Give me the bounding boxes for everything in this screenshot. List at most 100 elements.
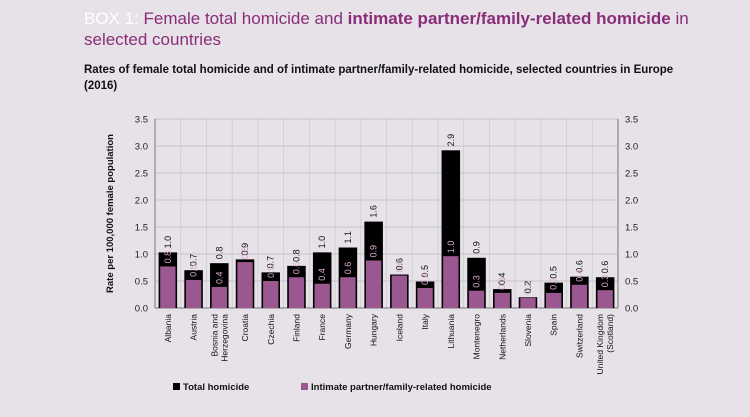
category-label: France: [317, 314, 327, 341]
box-title-part2: in selected countries: [84, 9, 689, 49]
category-label: Iceland: [394, 314, 404, 342]
data-label-total: 0.7: [266, 256, 276, 269]
bar-intimate-partner: [365, 260, 382, 308]
category-label: Bosnia and: [209, 314, 219, 357]
data-label-total: 0.6: [574, 260, 584, 273]
data-label-total: 1.0: [317, 236, 327, 249]
y-tick-label-left: 2.5: [135, 169, 148, 180]
y-tick-label-right: 1.0: [625, 250, 638, 261]
data-label-total: 0.6: [600, 261, 610, 274]
category-label: Italy: [420, 313, 430, 329]
bar-intimate-partner: [520, 297, 536, 308]
data-label-total: 1.6: [369, 205, 379, 218]
bar-intimate-partner: [340, 277, 356, 308]
data-label-intimate-partner: 0.4: [317, 268, 327, 281]
bar-intimate-partner: [211, 286, 227, 308]
category-label: Slovenia: [523, 314, 533, 347]
category-label: Spain: [549, 314, 559, 336]
data-label-intimate-partner: 1.0: [446, 241, 456, 254]
category-label: Switzerland: [574, 314, 584, 358]
data-label-total: 1.0: [163, 236, 173, 249]
data-label-intimate-partner: 0.3: [472, 275, 482, 288]
data-label-intimate-partner: 0.4: [420, 273, 430, 286]
bar-intimate-partner: [597, 290, 613, 308]
bar-intimate-partner: [288, 277, 305, 308]
data-label-intimate-partner: 0.9: [369, 245, 379, 258]
y-tick-label-left: 2.0: [135, 196, 148, 207]
data-label-intimate-partner: 0.6: [291, 262, 301, 275]
bar-intimate-partner: [546, 292, 562, 308]
category-label: (Scotland): [605, 314, 615, 353]
bar-intimate-partner: [314, 283, 330, 308]
data-label-total: 0.5: [549, 266, 559, 279]
data-label-total: 0.5: [420, 265, 430, 278]
bar-intimate-partner: [391, 275, 408, 308]
data-label-intimate-partner: 0.6: [394, 260, 404, 273]
box-title: BOX 1: Female total homicide and intimat…: [84, 8, 704, 50]
data-label-intimate-partner: 0.4: [214, 271, 224, 284]
y-tick-label-right: 0.5: [625, 277, 638, 288]
category-label: Austria: [189, 314, 199, 341]
y-tick-label-right: 2.0: [625, 196, 638, 207]
legend-swatch-total-homicide: [173, 383, 180, 390]
data-label-intimate-partner: 0.5: [189, 264, 199, 277]
category-label: Czechia: [266, 314, 276, 345]
category-label: Croatia: [240, 314, 250, 342]
y-tick-label-right: 1.5: [625, 223, 638, 234]
data-label-total: 0.4: [497, 273, 507, 286]
box-label: BOX 1:: [84, 9, 139, 28]
bar-intimate-partner: [237, 262, 253, 308]
data-label-intimate-partner: 0.8: [240, 247, 250, 260]
bar-intimate-partner: [160, 266, 176, 308]
legend-label-intimate-partner: Intimate partner/family-related homicide: [311, 382, 492, 393]
category-label: Albania: [163, 314, 173, 343]
data-label-total: 0.2: [523, 281, 533, 294]
y-tick-label-right: 2.5: [625, 169, 638, 180]
box-title-part1: Female total homicide and: [138, 9, 348, 28]
data-label-intimate-partner: 0.3: [497, 277, 507, 290]
data-label-intimate-partner: 0.8: [163, 251, 173, 264]
y-tick-label-left: 0.5: [135, 277, 148, 288]
category-label: Hungary: [369, 313, 379, 346]
data-label-intimate-partner: 0.2: [523, 282, 533, 295]
bar-intimate-partner: [263, 281, 279, 308]
data-label-intimate-partner: 0.6: [343, 262, 353, 275]
category-label: Herzegovina: [219, 314, 229, 362]
legend-swatch-intimate-partner: [301, 383, 308, 390]
bar-intimate-partner: [417, 288, 433, 308]
data-label-total: 0.8: [214, 247, 224, 260]
y-tick-label-right: 0.0: [625, 304, 638, 315]
y-tick-label-right: 3.5: [625, 115, 638, 126]
category-label: United Kingdom: [595, 314, 605, 374]
data-label-total: 0.6: [394, 258, 404, 271]
y-tick-label-left: 3.0: [135, 142, 148, 153]
category-label: Montenegro: [472, 314, 482, 360]
data-label-total: 0.7: [189, 254, 199, 267]
bar-intimate-partner: [494, 292, 510, 308]
data-label-total: 0.9: [472, 241, 482, 254]
data-label-total: 2.9: [446, 134, 456, 147]
bar-intimate-partner: [185, 279, 202, 308]
y-axis-title: Rate per 100,000 female population: [105, 134, 116, 293]
bar-intimate-partner: [468, 290, 485, 308]
data-label-total: 0.9: [240, 243, 250, 256]
data-label-intimate-partner: 0.5: [266, 265, 276, 278]
category-label: Finland: [291, 314, 301, 342]
category-label: Lithuania: [446, 314, 456, 349]
data-label-intimate-partner: 0.4: [574, 269, 584, 282]
category-label: Germany: [343, 313, 353, 349]
data-label-intimate-partner: 0.3: [600, 275, 610, 288]
data-label-total: 1.1: [343, 231, 353, 244]
y-tick-label-left: 3.5: [135, 115, 148, 126]
y-tick-label-left: 1.5: [135, 223, 148, 234]
data-label-intimate-partner: 0.3: [549, 277, 559, 290]
data-label-total: 0.8: [291, 249, 301, 262]
y-tick-label-left: 1.0: [135, 250, 148, 261]
y-tick-label-right: 3.0: [625, 142, 638, 153]
bar-intimate-partner: [571, 284, 588, 308]
category-label: Netherlands: [497, 314, 507, 360]
y-tick-label-left: 0.0: [135, 304, 148, 315]
bar-intimate-partner: [443, 256, 459, 308]
chart-title: Rates of female total homicide and of in…: [84, 64, 674, 92]
